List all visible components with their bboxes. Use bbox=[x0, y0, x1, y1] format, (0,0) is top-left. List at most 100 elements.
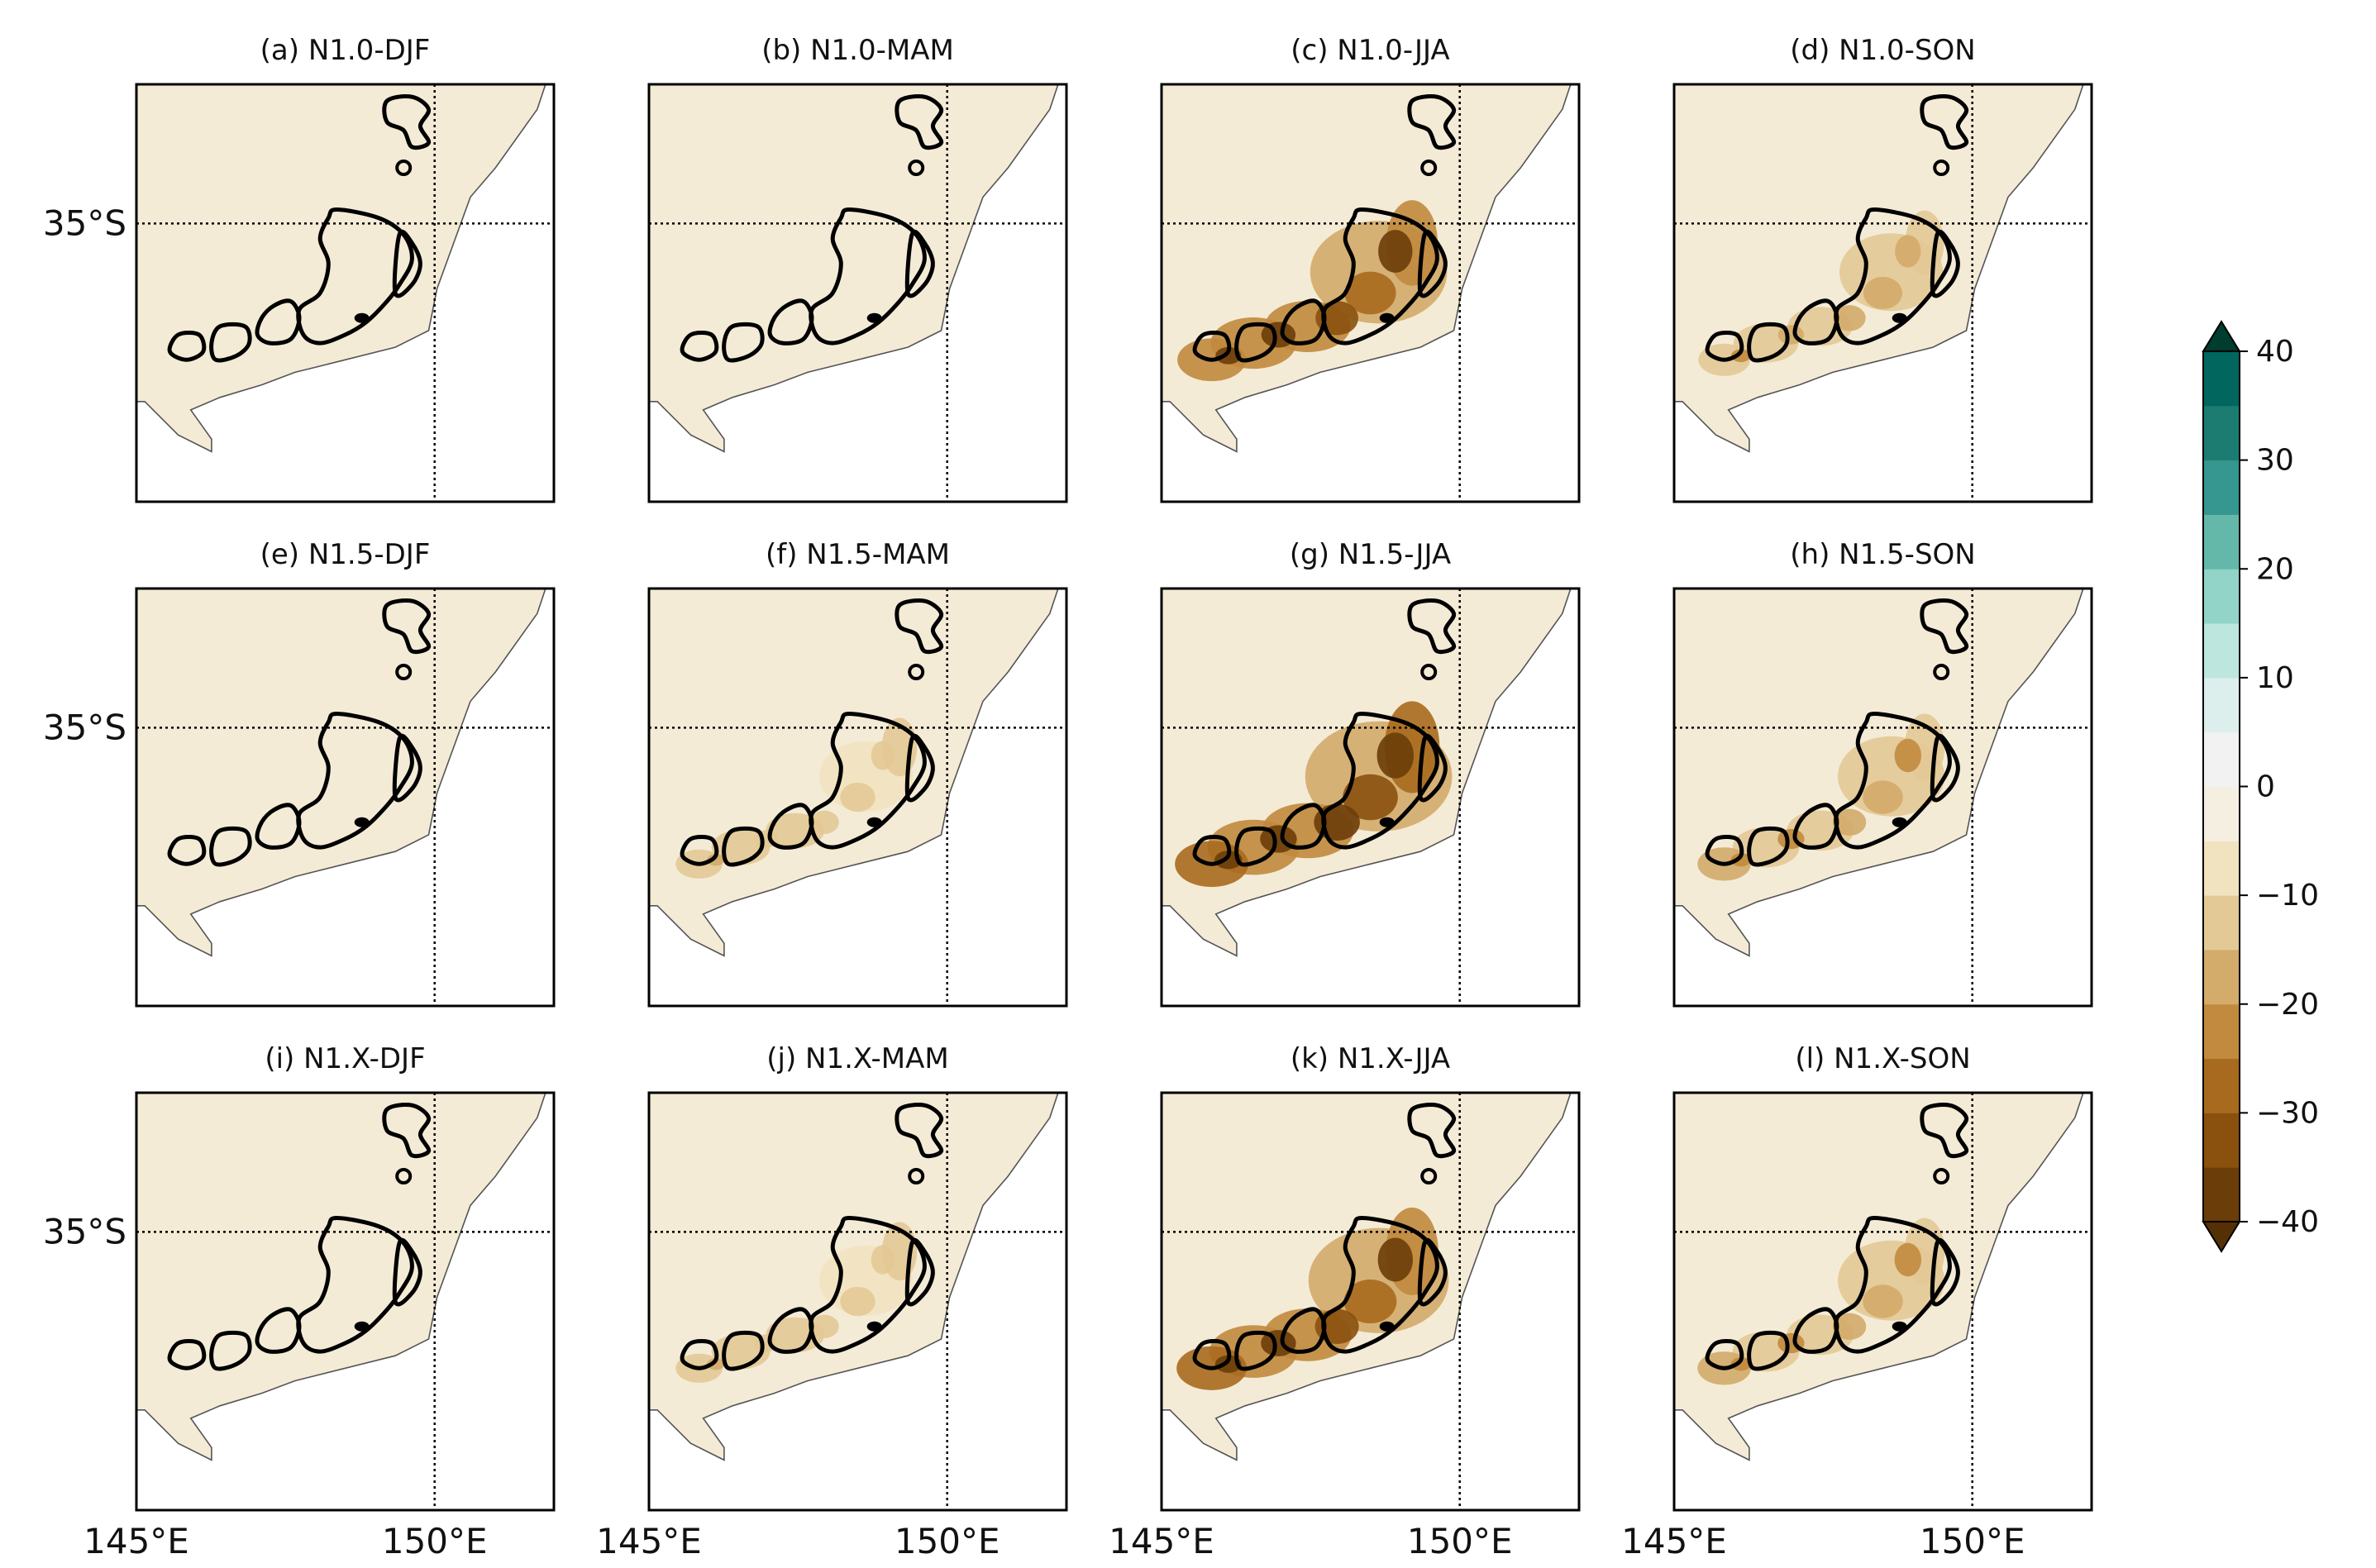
terrain-contour bbox=[1920, 94, 1969, 150]
anomaly-blob bbox=[1730, 1357, 1751, 1371]
terrain-contour bbox=[1192, 834, 1232, 866]
terrain-contour bbox=[904, 229, 935, 298]
panel-frame bbox=[1160, 83, 1581, 503]
terrain-contour bbox=[395, 1168, 413, 1184]
terrain-contour bbox=[895, 1103, 944, 1159]
land-area bbox=[136, 589, 546, 956]
terrain-contour bbox=[809, 1215, 927, 1354]
terrain-contour bbox=[866, 817, 882, 827]
terrain-contour bbox=[167, 834, 207, 866]
terrain-contour bbox=[1705, 1338, 1744, 1370]
anomaly-blob bbox=[1832, 808, 1867, 836]
panel-g: (g) N1.5-JJA bbox=[1160, 538, 1581, 1008]
terrain-contour bbox=[1892, 312, 1907, 323]
lon-tick-label: 150°E bbox=[895, 1521, 1000, 1561]
terrain-contour bbox=[1933, 160, 1950, 176]
colorbar-tick-label: 40 bbox=[2256, 335, 2294, 369]
anomaly-blob bbox=[1377, 1237, 1414, 1282]
terrain-contour bbox=[767, 1307, 814, 1354]
terrain-contour bbox=[1234, 322, 1277, 363]
colorbar-segment bbox=[2203, 623, 2240, 679]
lon-tick-label: 145°E bbox=[1109, 1521, 1214, 1561]
terrain-contour bbox=[1417, 229, 1448, 298]
terrain-contour bbox=[908, 664, 925, 680]
terrain-contour bbox=[1192, 1338, 1232, 1370]
terrain-contour bbox=[1834, 711, 1952, 850]
terrain-contour bbox=[1705, 834, 1744, 866]
terrain-contour bbox=[1930, 229, 1960, 298]
panel-title: (k) N1.X-JJA bbox=[1291, 1042, 1450, 1075]
colorbar-segment bbox=[2203, 949, 2240, 1005]
anomaly-blob bbox=[1894, 738, 1921, 773]
terrain-contour bbox=[895, 598, 944, 655]
terrain-contour bbox=[1234, 1330, 1277, 1371]
terrain-contour bbox=[866, 312, 882, 323]
coastline bbox=[1674, 588, 2084, 957]
anomaly-blob bbox=[809, 1314, 839, 1338]
anomaly-blob bbox=[840, 1286, 875, 1317]
terrain-contour bbox=[1792, 298, 1839, 346]
panels-group: (a) N1.0-DJF 35°S (b) N1.0-MAM (c) N1.0-JJA… bbox=[43, 34, 2093, 1561]
terrain-contour bbox=[809, 711, 927, 850]
colorbar-segment bbox=[2203, 1058, 2240, 1113]
terrain-contour bbox=[1407, 94, 1457, 150]
panel-frame bbox=[647, 587, 1068, 1008]
terrain-contour bbox=[1379, 312, 1395, 323]
anomaly-blob bbox=[1895, 235, 1921, 268]
colorbar-tick-label: −10 bbox=[2256, 879, 2319, 913]
colorbar-tick-label: 20 bbox=[2256, 552, 2294, 586]
anomaly-blob bbox=[1343, 774, 1398, 821]
terrain-contour bbox=[680, 1338, 719, 1370]
anomaly-blob bbox=[1832, 1313, 1867, 1340]
colorbar-segment bbox=[2203, 732, 2240, 787]
panel-frame bbox=[1160, 587, 1581, 1008]
anomaly-blob bbox=[707, 854, 725, 866]
terrain-contour bbox=[767, 803, 814, 850]
anomaly-blob bbox=[1894, 1242, 1921, 1277]
terrain-contour bbox=[1420, 160, 1438, 176]
lat-tick-label: 35°S bbox=[43, 203, 126, 243]
land-area bbox=[649, 84, 1058, 452]
panel-title: (d) N1.0-SON bbox=[1790, 34, 1975, 67]
panel-frame bbox=[135, 1091, 556, 1512]
panel-title: (h) N1.5-SON bbox=[1790, 538, 1975, 571]
terrain-contour bbox=[255, 298, 302, 346]
panel-frame bbox=[1672, 587, 2093, 1008]
terrain-contour bbox=[1920, 1103, 1969, 1159]
panel-k: (k) N1.X-JJA 145°E 150°E bbox=[1109, 1042, 1581, 1561]
terrain-contour bbox=[904, 733, 935, 803]
land-area bbox=[136, 1093, 546, 1461]
terrain-contour bbox=[722, 1330, 765, 1371]
anomaly-blob bbox=[1376, 732, 1415, 779]
coastline bbox=[1162, 588, 1572, 957]
terrain-contour bbox=[255, 803, 302, 850]
terrain-contour bbox=[1792, 1307, 1839, 1354]
colorbar-tick-label: −40 bbox=[2256, 1205, 2319, 1239]
anomaly-blob bbox=[1731, 349, 1751, 363]
coastline bbox=[1674, 83, 2084, 453]
terrain-contour bbox=[255, 1307, 302, 1354]
land-area bbox=[136, 84, 546, 452]
anomaly-blob bbox=[1863, 1284, 1903, 1318]
colorbar-tick-label: −20 bbox=[2256, 988, 2319, 1022]
terrain-contour bbox=[1834, 207, 1952, 346]
panel-f: (f) N1.5-MAM bbox=[647, 538, 1068, 1008]
panel-i: (i) N1.X-DJF 35°S 145°E 150°E bbox=[43, 1042, 556, 1561]
coastline bbox=[649, 83, 1059, 453]
colorbar-segment bbox=[2203, 786, 2240, 841]
terrain-contour bbox=[1747, 1330, 1790, 1371]
panel-l: (l) N1.X-SON 145°E 150°E bbox=[1621, 1042, 2093, 1561]
coastline bbox=[1162, 1092, 1572, 1461]
terrain-contour bbox=[1321, 207, 1439, 346]
terrain-contour bbox=[395, 160, 413, 176]
terrain-contour bbox=[392, 733, 422, 803]
colorbar-segment bbox=[2203, 351, 2240, 407]
terrain-contour bbox=[1407, 598, 1457, 655]
terrain-contour bbox=[809, 207, 927, 346]
terrain-contour bbox=[296, 711, 414, 850]
terrain-contour bbox=[382, 94, 432, 150]
terrain-contour bbox=[722, 322, 765, 363]
terrain-contour bbox=[1834, 1215, 1952, 1354]
terrain-contour bbox=[354, 817, 370, 827]
